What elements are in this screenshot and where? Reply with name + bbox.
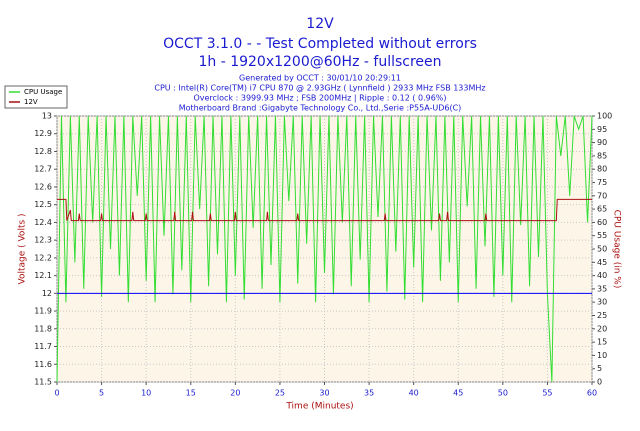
chart-subtitle: OCCT 3.1.0 - - Test Completed without er…	[163, 36, 477, 52]
x-tick-label: 40	[409, 389, 419, 398]
x-tick-label: 55	[542, 389, 552, 398]
y-tick-label: 11.7	[34, 342, 52, 351]
x-tick-label: 20	[230, 389, 240, 398]
y-tick-label: 12	[42, 289, 52, 298]
y-tick-label: 12.4	[34, 218, 52, 227]
y2-tick-label: 35	[597, 284, 607, 293]
legend: CPU Usage 12V	[4, 85, 68, 109]
y2-tick-label: 15	[597, 338, 607, 347]
y2-tick-label: 75	[597, 178, 607, 187]
y2-tick-label: 95	[597, 125, 607, 134]
x-tick-label: 60	[587, 389, 597, 398]
y-tick-label: 12.9	[34, 129, 52, 138]
y2-tick-label: 50	[597, 245, 607, 254]
x-tick-label: 30	[319, 389, 329, 398]
y-tick-label: 13	[42, 112, 52, 121]
y-tick-label: 11.6	[34, 360, 52, 369]
y-tick-label: 12.2	[34, 253, 52, 262]
chart-title: 12V	[306, 16, 334, 32]
info-line: Generated by OCCT : 30/01/10 20:29:11	[239, 74, 401, 83]
series-line	[56, 115, 593, 383]
y2-tick-label: 25	[597, 311, 607, 320]
y2-tick-label: 40	[597, 271, 607, 280]
y2-tick-label: 70	[597, 191, 607, 200]
x-tick-label: 10	[141, 389, 151, 398]
y2-axis-label: CPU Usage (in %)	[612, 210, 622, 289]
y-tick-label: 12.5	[34, 200, 52, 209]
y2-tick-label: 55	[597, 231, 607, 240]
y2-tick-label: 60	[597, 218, 607, 227]
x-axis-label: Time (Minutes)	[285, 402, 353, 412]
y-tick-label: 12.1	[34, 271, 52, 280]
y2-tick-label: 30	[597, 298, 607, 307]
legend-label: CPU Usage	[24, 88, 62, 96]
y-axis-label: Voltage ( Volts )	[18, 213, 28, 284]
y-tick-label: 12.7	[34, 165, 52, 174]
y-tick-label: 12.6	[34, 182, 52, 191]
y2-tick-label: 80	[597, 165, 607, 174]
x-tick-label: 35	[364, 389, 374, 398]
y2-tick-label: 5	[597, 364, 602, 373]
legend-label: 12V	[24, 98, 38, 106]
x-tick-label: 45	[453, 389, 463, 398]
y2-tick-label: 20	[597, 324, 607, 333]
x-tick-label: 15	[186, 389, 196, 398]
x-tick-label: 50	[498, 389, 508, 398]
legend-box	[4, 85, 68, 109]
y-tick-label: 11.9	[34, 307, 52, 316]
y2-tick-label: 90	[597, 138, 607, 147]
y2-tick-label: 10	[597, 351, 607, 360]
chart-subtitle: 1h - 1920x1200@60Hz - fullscreen	[198, 54, 441, 70]
y-tick-label: 11.5	[34, 378, 52, 387]
y-tick-label: 11.8	[34, 324, 52, 333]
info-line: Overclock : 3999.93 MHz ; FSB 200MHz | R…	[193, 94, 446, 103]
y2-tick-label: 65	[597, 205, 607, 214]
y2-tick-label: 0	[597, 378, 602, 387]
y-tick-label: 12.3	[34, 236, 52, 245]
y-tick-label: 12.8	[34, 147, 52, 156]
x-tick-label: 25	[275, 389, 285, 398]
y2-tick-label: 45	[597, 258, 607, 267]
info-line: CPU : Intel(R) Core(TM) i7 CPU 870 @ 2.9…	[154, 84, 485, 93]
series-line	[57, 198, 592, 222]
info-line: Motherboard Brand :Gigabyte Technology C…	[179, 104, 462, 113]
x-tick-label: 5	[99, 389, 104, 398]
x-tick-label: 0	[54, 389, 59, 398]
y2-tick-label: 85	[597, 151, 607, 160]
y2-tick-label: 100	[597, 112, 612, 121]
